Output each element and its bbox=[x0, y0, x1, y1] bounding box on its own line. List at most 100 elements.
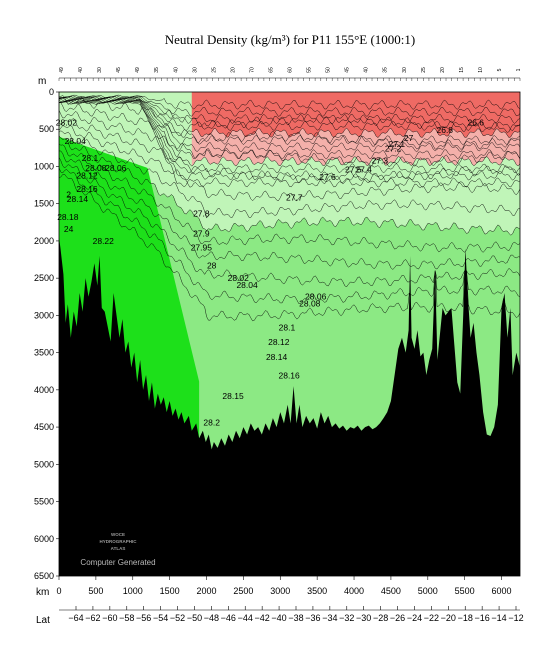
y-tick-label: 6500 bbox=[34, 571, 54, 581]
isopycnal-contour bbox=[59, 96, 520, 124]
isopycnal-contour bbox=[59, 94, 520, 110]
woce-watermark: WOCE HYDROGRAPHIC ATLAS Computer Generat… bbox=[80, 532, 155, 567]
y-tick-label: 2000 bbox=[34, 236, 54, 246]
contour-label: 28.16 bbox=[76, 184, 98, 194]
x-tick-label: 6000 bbox=[492, 586, 512, 596]
lat-tick-label: −28 bbox=[373, 613, 388, 623]
y-tick-label: 4500 bbox=[34, 422, 54, 432]
contour-label: 28.06 bbox=[105, 163, 127, 173]
y-tick-label: 3500 bbox=[34, 348, 54, 358]
contour-label: 28 bbox=[207, 260, 217, 270]
lat-tick-label: −34 bbox=[322, 613, 337, 623]
watermark-line-2: HYDROGRAPHIC bbox=[99, 539, 137, 544]
lat-tick-label: −22 bbox=[424, 613, 439, 623]
isopycnal-contour bbox=[59, 100, 520, 181]
lat-tick-label: −20 bbox=[441, 613, 456, 623]
station-number: 35 bbox=[154, 67, 160, 73]
lat-tick-label: −18 bbox=[458, 613, 473, 623]
y-tick-label: 5500 bbox=[34, 497, 54, 507]
x-tick-label: 3500 bbox=[307, 586, 327, 596]
lat-tick-label: −48 bbox=[204, 613, 219, 623]
lat-tick-label: −40 bbox=[271, 613, 286, 623]
y-tick-label: 1000 bbox=[34, 161, 54, 171]
contour-label: 28.16 bbox=[278, 371, 300, 381]
x-tick-label: 2000 bbox=[197, 586, 217, 596]
contour-label: 27.9 bbox=[193, 228, 210, 238]
isopycnal-contour bbox=[59, 173, 520, 322]
isopycnal-contour bbox=[59, 101, 520, 188]
x-tick-label: 5500 bbox=[455, 586, 475, 596]
lat-tick-label: −24 bbox=[407, 613, 422, 623]
watermark-line-1: WOCE bbox=[111, 532, 125, 537]
contour-label: 28.04 bbox=[236, 280, 258, 290]
contour-label: 28.02 bbox=[228, 273, 250, 283]
isopycnal-contour bbox=[59, 118, 520, 185]
lat-tick-label: −60 bbox=[102, 613, 117, 623]
contour-label: 28.15 bbox=[222, 391, 244, 401]
station-number: 50 bbox=[326, 67, 332, 73]
contour-label: 28.22 bbox=[93, 236, 115, 246]
station-number: 40 bbox=[364, 67, 370, 73]
y-tick-label: 0 bbox=[49, 87, 54, 97]
contour-label: 27.2 bbox=[385, 144, 402, 154]
lat-tick-label: −36 bbox=[305, 613, 320, 623]
isopycnal-contour bbox=[59, 97, 520, 138]
contour-label: 28.02 bbox=[56, 118, 78, 128]
isopycnal-contour bbox=[59, 143, 520, 253]
station-number: 15 bbox=[459, 67, 465, 73]
station-number: 5 bbox=[497, 68, 503, 71]
lat-tick-label: −16 bbox=[475, 613, 490, 623]
isopycnal-contour bbox=[59, 102, 520, 150]
contour-label: 27.95 bbox=[191, 243, 213, 253]
computer-generated-caption: Computer Generated bbox=[80, 558, 155, 567]
station-number: 70 bbox=[249, 67, 255, 73]
lat-tick-label: −12 bbox=[508, 613, 523, 623]
station-number: 65 bbox=[268, 67, 274, 73]
station-number: 40 bbox=[173, 67, 179, 73]
station-number: 49 bbox=[135, 67, 141, 73]
lat-tick-label: −38 bbox=[288, 613, 303, 623]
y-tick-label: 500 bbox=[39, 124, 54, 134]
lat-tick-label: −50 bbox=[187, 613, 202, 623]
contour-label: 26.8 bbox=[436, 125, 453, 135]
lat-axis-label: Lat bbox=[36, 615, 50, 626]
x-tick-label: 1000 bbox=[123, 586, 143, 596]
y-tick-label: 5000 bbox=[34, 459, 54, 469]
band-pale-green-south bbox=[59, 92, 192, 167]
contour-label: 27.4 bbox=[355, 164, 372, 174]
plot-frame bbox=[58, 91, 521, 577]
station-number: 25 bbox=[421, 67, 427, 73]
contour-label: 28.06 bbox=[305, 292, 327, 302]
contour-label: 28.12 bbox=[76, 170, 98, 180]
contour-label: 24 bbox=[64, 224, 74, 234]
isopycnal-contour bbox=[59, 98, 520, 153]
station-number: 60 bbox=[288, 67, 294, 73]
contour-label: 26.6 bbox=[467, 118, 484, 128]
contour-label: 28.18 bbox=[57, 212, 79, 222]
contour-label: 28.2 bbox=[203, 418, 220, 428]
contour-label: 27.3 bbox=[372, 155, 389, 165]
lat-tick-label: −58 bbox=[119, 613, 134, 623]
isopycnal-contour bbox=[59, 95, 520, 133]
watermark-line-3: ATLAS bbox=[111, 546, 126, 551]
x-tick-label: 4000 bbox=[344, 586, 364, 596]
contour-label: 28.14 bbox=[67, 194, 89, 204]
contour-label: 27.6 bbox=[319, 172, 336, 182]
isopycnal-contour bbox=[59, 125, 520, 202]
lat-tick-label: −26 bbox=[390, 613, 405, 623]
lat-tick-label: −64 bbox=[68, 613, 83, 623]
lat-tick-label: −32 bbox=[339, 613, 354, 623]
isopycnal-contour bbox=[59, 95, 520, 117]
y-tick-label: 6000 bbox=[34, 534, 54, 544]
isopycnal-contour bbox=[59, 130, 520, 219]
station-number: 30 bbox=[97, 67, 103, 73]
isopycnal-contour bbox=[59, 150, 520, 270]
contour-label: 27.8 bbox=[193, 208, 210, 218]
station-number: 45 bbox=[116, 67, 122, 73]
station-number: 10 bbox=[478, 67, 484, 73]
x-axis-unit: km bbox=[36, 587, 49, 598]
lat-tick-label: −14 bbox=[491, 613, 506, 623]
contour-label: 27.7 bbox=[286, 193, 303, 203]
y-tick-label: 4000 bbox=[34, 385, 54, 395]
isopycnal-contour bbox=[59, 96, 520, 132]
